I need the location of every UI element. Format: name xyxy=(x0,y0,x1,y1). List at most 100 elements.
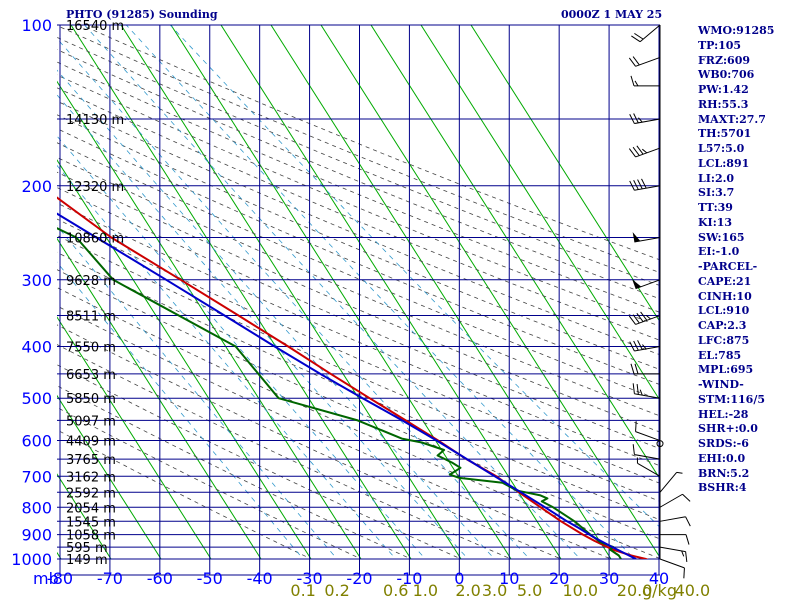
isotherm-line xyxy=(320,25,660,559)
wind-barb xyxy=(659,558,685,569)
wind-barb xyxy=(659,516,686,522)
dry-adiabat-line xyxy=(81,25,660,261)
pressure-tick-label: 400 xyxy=(21,338,52,357)
wind-barb-feather xyxy=(637,340,643,350)
index-item: EHI:0.0 xyxy=(698,451,746,465)
mixing-ratio-label: 0.2 xyxy=(324,581,349,600)
wind-barb-flag xyxy=(632,279,642,289)
dry-adiabat-line xyxy=(57,385,412,559)
wind-barb-feather xyxy=(628,315,636,325)
isotherm-line xyxy=(170,25,512,559)
wind-barb-feather xyxy=(633,180,639,190)
wind-barb-feather xyxy=(636,384,639,395)
series-layer xyxy=(57,196,649,559)
height-label: 595 m xyxy=(66,541,108,556)
temperature-tick-label: -70 xyxy=(97,569,123,588)
mixing-ratio-line xyxy=(57,225,338,559)
index-item: PW:1.42 xyxy=(698,83,749,96)
dry-adiabat-line xyxy=(57,25,660,274)
height-label: 2592 m xyxy=(66,486,116,501)
wind-barb-feather xyxy=(634,80,639,87)
index-item: SRDS:-6 xyxy=(698,437,749,450)
temperature-tick-label: 30 xyxy=(599,569,619,588)
temperature-tick-label: -30 xyxy=(297,569,323,588)
dry-adiabat-line xyxy=(57,142,660,401)
mixing-ratio-label: 2.0 xyxy=(455,581,480,600)
isotherm-line xyxy=(57,551,62,559)
dry-adiabat-line xyxy=(57,156,660,417)
indices-panel: WMO:91285 TP:105 FRZ:609 WB0:706 PW:1.42 RH:5… xyxy=(698,24,774,496)
temperature-tick-label: -60 xyxy=(147,569,173,588)
wind-barb-feather xyxy=(681,550,685,557)
wind-barb xyxy=(659,472,678,493)
height-label: 3162 m xyxy=(66,470,116,485)
wind-barb-feather xyxy=(637,179,643,190)
isotherm-line xyxy=(420,25,660,402)
dry-adiabat-line xyxy=(57,114,660,370)
index-item: LFC:875 xyxy=(698,333,750,347)
mixing-ratio-line xyxy=(57,69,496,559)
pressure-tick-label: 900 xyxy=(21,526,52,545)
index-item: WMO:91285 xyxy=(698,24,775,37)
wind-barb xyxy=(635,431,661,442)
height-label: 5097 m xyxy=(66,414,116,429)
wind-barb-feather xyxy=(685,551,688,563)
index-item: RH:55.3 xyxy=(698,97,749,111)
dry-adiabat-line xyxy=(57,61,660,313)
index-item: LCL:891 xyxy=(698,156,750,170)
index-item: HEL:-28 xyxy=(698,407,749,421)
mixing-ratio-label: 40.0 xyxy=(675,581,711,600)
wind-barb-feather xyxy=(639,389,643,396)
dry-adiabat-line xyxy=(57,187,660,450)
index-item: MAXT:27.7 xyxy=(698,112,766,126)
mixing-ratio-label: 0.6 xyxy=(383,581,408,600)
mixing-ratio-line xyxy=(84,25,581,559)
wind-barb-feather xyxy=(632,314,640,324)
height-label: 1545 m xyxy=(66,515,116,530)
pressure-tick-label: 500 xyxy=(21,389,52,408)
wind-barb xyxy=(659,546,686,553)
wind-barb-feather xyxy=(636,313,644,322)
dry-adiabat-line xyxy=(57,235,660,502)
isotherm-line xyxy=(57,237,262,559)
height-label: 1058 m xyxy=(66,529,116,544)
pressure-unit-label: mb xyxy=(33,569,59,588)
temperature-tick-label: -40 xyxy=(247,569,273,588)
wind-barb-feather xyxy=(636,145,644,155)
mixing-ratio-line xyxy=(169,25,660,528)
wind-barb-feather xyxy=(642,148,648,154)
dry-adiabat-line xyxy=(57,406,362,559)
wind-barb-feather xyxy=(628,148,636,158)
wind-barb xyxy=(635,56,661,67)
wind-barb-feather xyxy=(630,75,635,86)
pressure-tick-label: 300 xyxy=(21,271,52,290)
index-item: STM:116/5 xyxy=(698,392,765,406)
station-title: PHTO (91285) Sounding xyxy=(66,8,218,21)
index-item: LI:2.0 xyxy=(698,171,735,185)
dry-adiabat-line xyxy=(57,128,660,386)
pressure-grid xyxy=(57,24,660,576)
temperature-tick-label: -50 xyxy=(197,569,223,588)
wind-barb xyxy=(635,279,661,290)
wind-barb-feather xyxy=(632,444,635,455)
index-item: SI:3.7 xyxy=(698,186,735,200)
index-item: CAPE:21 xyxy=(698,274,752,288)
index-item: KI:13 xyxy=(698,215,733,229)
wind-barb xyxy=(634,185,661,191)
wind-barb xyxy=(634,346,661,352)
isotherm-line xyxy=(0,25,18,570)
dry-adiabat-line xyxy=(57,364,462,559)
index-item: TT:39 xyxy=(698,201,733,214)
wind-barb-feather xyxy=(631,35,641,43)
wind-barb-feather xyxy=(628,57,636,67)
isotherm-line xyxy=(470,25,660,323)
dry-adiabat-line xyxy=(57,218,660,484)
mixing-ratio-line xyxy=(126,25,636,559)
wind-barb-feather xyxy=(641,178,647,189)
mixing-ratio-label: 0.1 xyxy=(290,581,315,600)
wind-barb-feather xyxy=(629,113,635,124)
dry-adiabat-line xyxy=(57,74,660,327)
isotherm-line xyxy=(120,25,462,559)
wind-barb xyxy=(637,462,661,477)
index-item: MPL:695 xyxy=(698,363,754,377)
